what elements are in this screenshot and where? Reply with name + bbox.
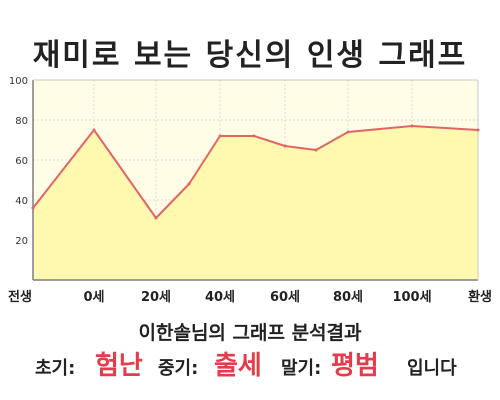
x-tick-label: 0세 [83,290,104,305]
data-point [252,134,256,138]
x-tick-label: 60세 [270,290,300,305]
data-point [218,134,222,138]
early-value: 험난 [95,351,143,381]
result-suffix: 입니다 [407,358,457,379]
x-tick-label: 80세 [333,290,363,305]
x-tick-label: 환생 [468,289,492,305]
data-point [314,148,318,152]
data-points [31,124,480,220]
axes [32,79,479,281]
result-summary: 초기: 험난 중기: 출세 말기: 평범 입니다 [0,345,500,385]
data-point [410,124,414,128]
data-point [92,128,96,132]
x-tick-label: 20세 [141,290,171,305]
data-point [283,144,287,148]
data-point [187,182,191,186]
y-tick-label: 20 [15,236,28,247]
chart-title: 재미로 보는 당신의 인생 그래프 [32,38,468,73]
y-tick-label: 60 [15,156,28,167]
tick-labels: 20 40 60 80 100 전생 0세 20세 40세 60세 80세 100세 환생 [8,76,492,305]
middle-label: 중기: [158,358,199,379]
early-label: 초기: [35,358,76,379]
y-tick-label: 80 [15,116,28,127]
area-fill [33,126,478,280]
x-tick-label: 전생 [8,289,32,305]
data-point [154,216,158,220]
late-value: 평범 [331,351,379,381]
x-tick-label: 40세 [205,290,235,305]
data-point [31,206,35,210]
x-tick-label: 100세 [392,290,431,305]
late-label: 말기: [281,358,322,379]
y-tick-label: 40 [15,196,28,207]
result-label: 이한솔님의 그래프 분석결과 [138,322,362,344]
data-point [476,128,480,132]
y-tick-label: 100 [9,76,28,87]
middle-value: 출세 [214,351,262,381]
data-point [346,130,350,134]
